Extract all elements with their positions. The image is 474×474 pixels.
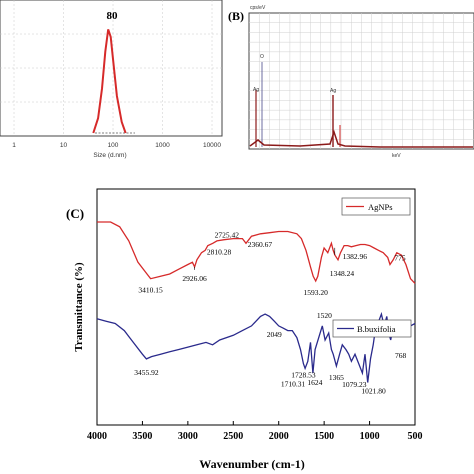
panel-a-x-ticks: 1 10 100 1000 10000 [12,142,221,149]
panel-a-dls-chart: 1 10 100 1000 10000 80 Size (d.nm) [0,0,223,159]
panel-c-x-tick-label: 2500 [223,431,243,442]
panel-b-baseline [249,129,473,148]
panel-c-y-axis-label: Transmittance (%) [73,262,85,352]
legend-agnps-box [341,197,411,216]
panel-a-x-tick-label: 10 [60,142,68,149]
panel-c-x-ticks: 4000 3500 3000 2500 2000 1500 1000 500 [87,421,423,442]
panel-a-x-tick-label: 10000 [203,142,221,149]
panel-c-peak-label: 1593.20 [303,288,328,297]
panel-c-peak-label: 1624 [307,378,322,387]
panel-c-peak-label: 2360.67 [248,240,273,249]
panel-a-grid [0,0,222,136]
legend-agnps: AgNPs [341,197,411,216]
panel-c-peak-label: 3455.92 [134,368,159,377]
panel-a-x-tick-label: 100 [108,142,119,149]
panel-b-spectrum [249,62,473,148]
panel-b-y-axis-label: cps/eV [250,5,266,11]
panel-b-x-axis-label: keV [392,153,401,159]
panel-a-x-axis-label: Size (d.nm) [93,152,126,159]
panel-a-size-distribution-line [92,29,127,134]
panel-c-peak-label: 1520 [317,311,332,320]
panel-a-x-tick-label: 1 [12,142,16,149]
panel-b-peak-label-ag-1: Ag [253,87,259,93]
panel-c-label: (C) [66,206,84,221]
panel-c-peak-label: 1079.23 [342,380,367,389]
panel-c-x-tick-label: 3000 [178,431,198,442]
legend-bbuxifolia-label: B.buxifolia [357,324,396,334]
panel-c-peak-label: 2049 [267,330,282,339]
panel-c-peak-label: 2725.42 [215,230,240,239]
legend-bbuxifolia-box [332,319,412,338]
legend-bbuxifolia: B.buxifolia [332,319,412,338]
panel-b-label: (B) [228,9,244,23]
panel-c-peak-label: 2926.06 [182,274,207,283]
panel-a-peak-label: 80 [107,10,119,22]
panel-c-peak-label: 3410.15 [138,286,163,295]
panel-c-plot-area [96,188,416,426]
panel-c-x-tick-label: 3500 [132,431,152,442]
panel-c-x-tick-label: 2000 [269,431,289,442]
panel-c-peak-label: 1365 [329,373,344,382]
panel-c-peak-annotations: 3410.15 2926.06 2810.28 2725.42 2360.67 1593.… [134,230,406,395]
panel-b-eds-chart: (B) cps/eV keV Ag O Ag [228,5,474,159]
panel-b-grid [249,13,474,149]
panel-c-peak-label: 2810.28 [207,247,232,256]
panel-c-peak-label: 1348.24 [330,269,355,278]
panel-c-agnps-line [97,221,416,284]
panel-a-x-tick-label: 1000 [155,142,170,149]
panel-c-peak-label: 775 [394,254,406,263]
panel-c-peak-label: 1382.96 [343,252,368,261]
panel-c-x-axis-label: Wavenumber (cm-1) [199,457,304,471]
panel-c-peak-label: 1021.80 [361,387,386,396]
panel-c-x-tick-label: 4000 [87,431,107,442]
panel-c-x-tick-label: 1500 [314,431,334,442]
panel-b-peak-label-o: O [260,54,264,60]
legend-agnps-label: AgNPs [368,202,393,212]
panel-c-x-tick-label: 1000 [360,431,380,442]
panel-c-ftir-chart: (C) 4000 3500 3000 2500 2000 1500 1000 500 3410… [66,188,423,471]
panel-b-peak-label-ag-2: Ag [330,88,336,94]
panel-c-peak-label: 1728.53 [291,370,316,379]
panel-c-peak-label: 1710.31 [281,379,306,388]
panel-c-peak-label: 768 [395,351,407,360]
panel-c-x-tick-label: 500 [408,431,423,442]
